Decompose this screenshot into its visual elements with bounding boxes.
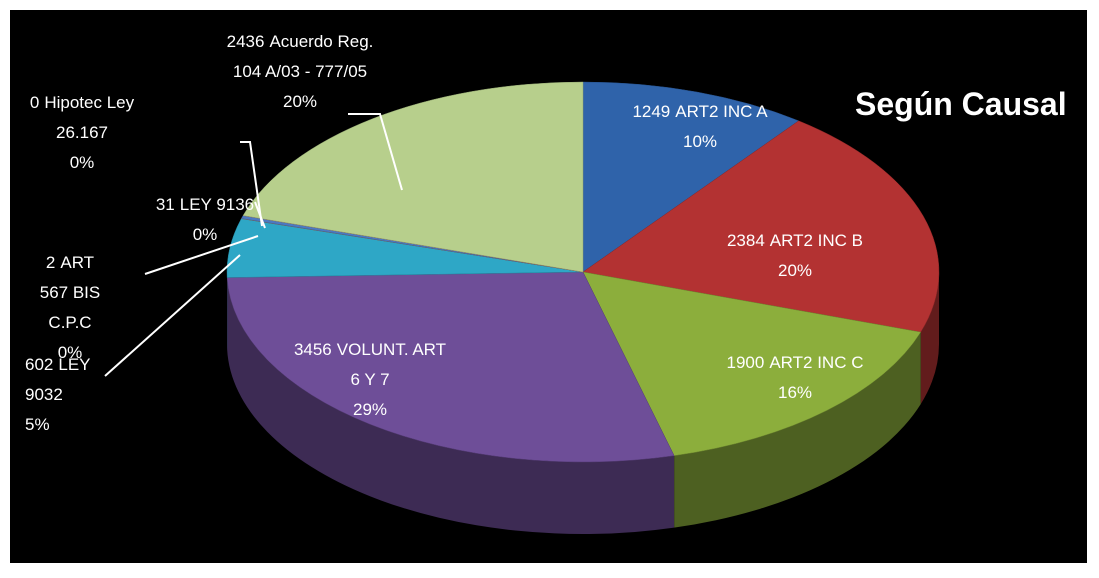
slice-value: 0 <box>30 93 39 112</box>
slice-name: ART <box>60 253 94 272</box>
slice-percent: 29% <box>353 400 387 419</box>
slice-value: 1900 <box>727 353 765 372</box>
slice-percent: 5% <box>25 415 50 434</box>
slice-name: 567 BIS <box>40 283 101 302</box>
pie-tops <box>227 82 939 462</box>
slice-percent: 0% <box>193 225 218 244</box>
slice-name: Acuerdo Reg. <box>269 32 373 51</box>
slice-name: VOLUNT. ART <box>337 340 446 359</box>
slice-value: 31 <box>156 195 175 214</box>
slice-value: 2436 <box>227 32 265 51</box>
slice-name: 6 Y 7 <box>350 370 389 389</box>
slice-percent: 10% <box>683 132 717 151</box>
slice-value: 3456 <box>294 340 332 359</box>
slice-name: C.P.C <box>48 313 91 332</box>
slice-percent: 0% <box>58 343 83 362</box>
slice-value: 2 <box>46 253 55 272</box>
slice-percent: 20% <box>778 261 812 280</box>
slice-value: 2384 <box>727 231 765 250</box>
slice-percent: 0% <box>70 153 95 172</box>
slice-name: Hipotec Ley <box>44 93 134 112</box>
slice-name: 9032 <box>25 385 63 404</box>
slice-percent: 16% <box>778 383 812 402</box>
slice-name: LEY 9136 <box>180 195 254 214</box>
chart-title: Según Causal <box>855 86 1067 122</box>
slice-name: ART2 INC B <box>770 231 863 250</box>
slice-name: 104 A/03 - 777/05 <box>233 62 367 81</box>
slice-name: 26.167 <box>56 123 108 142</box>
slice-value: 1249 <box>632 102 670 121</box>
slice-name: ART2 INC A <box>675 102 768 121</box>
slice-value: 602 <box>25 355 53 374</box>
slice-percent: 20% <box>283 92 317 111</box>
slice-name: ART2 INC C <box>769 353 863 372</box>
